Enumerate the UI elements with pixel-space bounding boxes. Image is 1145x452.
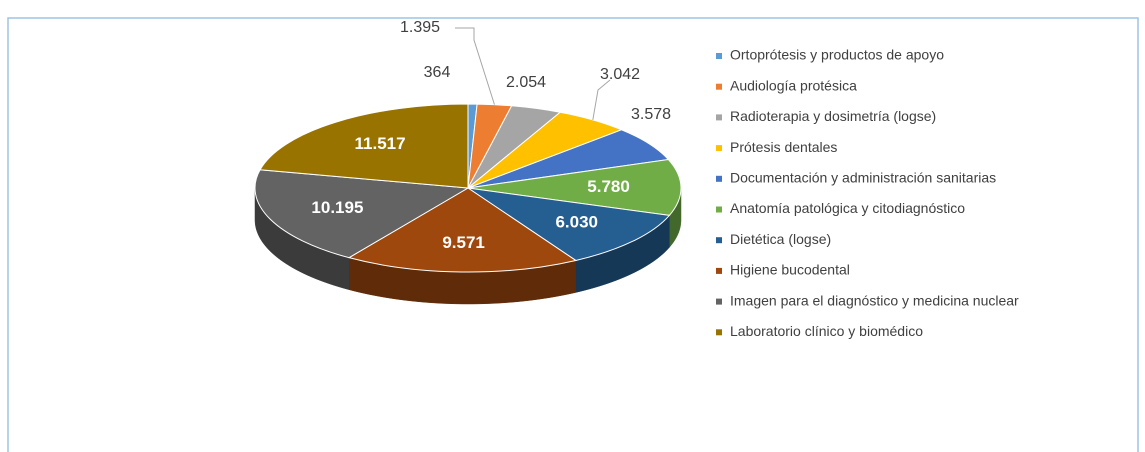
data-label: 6.030	[555, 213, 598, 232]
data-label: 2.054	[506, 74, 546, 91]
data-label: 3.042	[600, 66, 640, 83]
legend-label: Prótesis dentales	[730, 139, 837, 155]
data-label: 364	[424, 64, 451, 81]
legend-swatch	[716, 83, 722, 90]
legend-swatch	[716, 175, 722, 182]
legend-swatch	[716, 267, 722, 274]
legend-label: Higiene bucodental	[730, 262, 850, 278]
slice	[467, 158, 682, 216]
slice	[259, 103, 469, 189]
data-label: 10.195	[311, 198, 363, 217]
legend-label: Anatomía patológica y citodiagnóstico	[730, 200, 965, 216]
legend-label: Laboratorio clínico y biomédico	[730, 323, 923, 339]
leader-line	[455, 27, 495, 105]
legend-swatch	[716, 329, 722, 336]
legend-swatch	[716, 53, 722, 59]
legend-label: Ortoprótesis y productos de apoyo	[730, 47, 944, 63]
legend-swatch	[716, 145, 722, 152]
slice	[254, 169, 470, 259]
legend-swatch	[716, 237, 722, 244]
data-label: 3.578	[631, 106, 671, 123]
slice	[467, 187, 671, 261]
legend-label: Radioterapia y dosimetría (logse)	[730, 108, 936, 124]
data-label: 5.780	[587, 177, 630, 196]
legend-label: Documentación y administración sanitaria…	[730, 170, 996, 186]
leader-line	[592, 79, 611, 121]
legend-label: Imagen para el diagnóstico y medicina nu…	[730, 292, 1019, 308]
data-label: 11.517	[355, 134, 406, 153]
slice	[347, 187, 578, 273]
data-label: 9.571	[442, 233, 485, 252]
legend-swatch	[716, 206, 722, 213]
legend-swatch	[716, 114, 722, 121]
legend-swatch	[716, 298, 722, 305]
legend-label: Dietética (logse)	[730, 231, 831, 247]
legend-label: Audiología protésica	[730, 77, 857, 93]
data-label: 1.395	[400, 19, 440, 36]
